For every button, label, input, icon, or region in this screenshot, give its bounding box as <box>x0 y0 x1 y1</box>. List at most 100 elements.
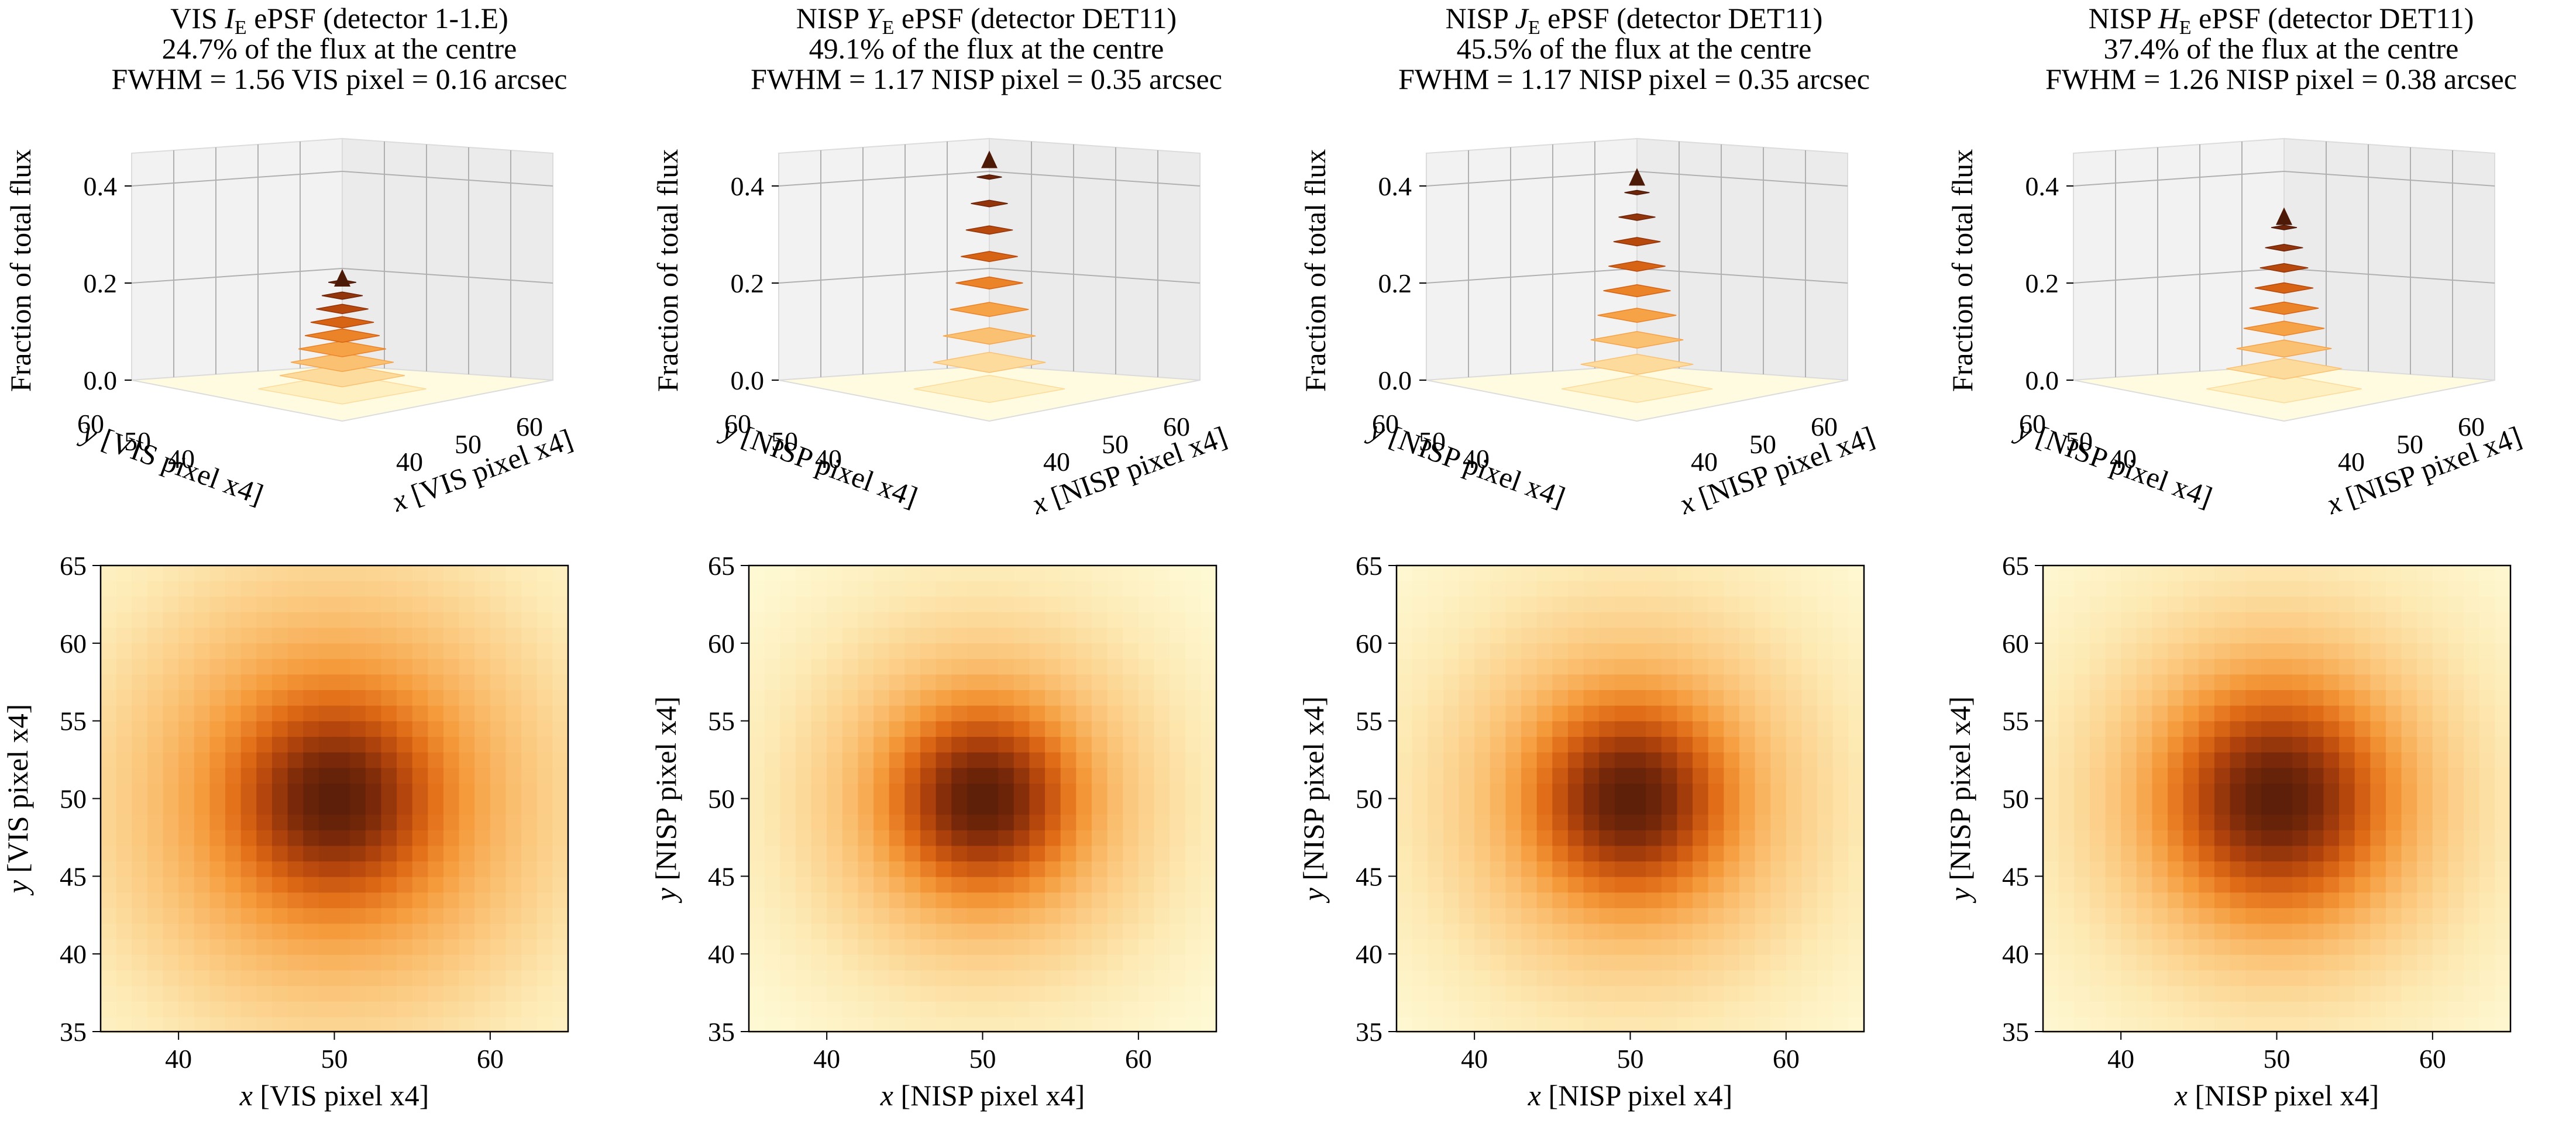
title-band-sub: E <box>1528 17 1540 39</box>
x-tick-label: 40 <box>2107 1044 2134 1074</box>
y-tick-label: 35 <box>708 1017 735 1047</box>
y-tick-label: 65 <box>1356 551 1382 581</box>
title-rest: ePSF (detector DET11) <box>1540 2 1823 35</box>
y-axis-label: y [NISP pixel x4] <box>1944 697 1976 904</box>
y-tick-label: 40 <box>168 444 195 474</box>
y-tick-label: 40 <box>2002 939 2029 969</box>
x-axis-label: x [VIS pixel x4] <box>239 1079 429 1112</box>
y-tick-label: 50 <box>708 784 735 814</box>
x-axis-label: x [NISP pixel x4] <box>880 1079 1085 1112</box>
title-rest: ePSF (detector DET11) <box>894 2 1177 35</box>
pane-gridline <box>2073 171 2285 187</box>
x-axis-label: x [NISP pixel x4] <box>2174 1079 2379 1112</box>
title-instrument: NISP <box>796 2 859 35</box>
panel-title: NISP JE ePSF (detector DET11) <box>1446 2 1823 39</box>
y-tick-label: 50 <box>771 426 798 456</box>
y-tick-label: 35 <box>1356 1017 1382 1047</box>
surface-peak <box>981 150 998 168</box>
y-tick-label: 60 <box>1356 629 1382 658</box>
surface-peak <box>334 268 350 287</box>
pane-gridline <box>2073 268 2285 284</box>
x-tick-label: 60 <box>2419 1044 2446 1074</box>
y-tick-label: 45 <box>60 861 87 891</box>
x-axis-unit: [NISP pixel x4] <box>2188 1079 2379 1112</box>
panel-title: NISP HE ePSF (detector DET11) <box>2089 2 2474 39</box>
back-pane-left <box>778 137 990 381</box>
x-axis-var: x <box>880 1079 893 1112</box>
surface-panel-2: NISP YE ePSF (detector DET11)49.1% of th… <box>651 2 1231 520</box>
surface-band <box>298 340 386 357</box>
y-axis-var: y <box>1297 887 1330 904</box>
pane-gridline <box>131 171 343 187</box>
title-instrument: VIS <box>170 2 218 35</box>
x-tick-label: 50 <box>2396 429 2423 459</box>
back-pane-right <box>342 137 553 381</box>
x-tick-label: 40 <box>1691 447 1718 477</box>
y-tick-label: 50 <box>60 784 87 814</box>
x-tick-label: 60 <box>1773 1044 1800 1074</box>
y-axis-label: y [NISP pixel x4] <box>1297 697 1330 904</box>
y-tick-label: 45 <box>1356 861 1382 891</box>
y-tick-label: 55 <box>1356 706 1382 736</box>
surface-panel-4: NISP HE ePSF (detector DET11)37.4% of th… <box>1946 2 2526 520</box>
z-tick-label: 0.0 <box>2025 366 2059 395</box>
z-tick-label: 0.4 <box>1378 171 1412 201</box>
pane-gridline <box>989 268 1201 284</box>
surface-band <box>913 375 1065 403</box>
pane-gridline <box>1426 268 1638 284</box>
y-tick-label: 45 <box>708 861 735 891</box>
x-tick-label: 40 <box>2338 447 2365 477</box>
surface-band <box>1618 213 1656 221</box>
panel-subtitle-fwhm: FWHM = 1.26 NISP pixel = 0.38 arcsec <box>2045 63 2517 95</box>
y-tick-label: 50 <box>2066 426 2093 456</box>
surface-band <box>1603 284 1671 298</box>
surface-band <box>2243 320 2325 336</box>
z-tick-label: 0.0 <box>731 366 765 395</box>
y-axis-label: y [NISP pixel x4] <box>649 697 682 904</box>
y-tick-label: 60 <box>708 629 735 658</box>
x-axis-unit: [NISP pixel x4] <box>893 1079 1085 1112</box>
panel-subtitle-flux: 37.4% of the flux at the centre <box>2104 32 2459 65</box>
y-tick-label: 35 <box>2002 1017 2029 1047</box>
surface-band <box>965 225 1013 235</box>
x-axis-var: x <box>1528 1079 1541 1112</box>
surface-band <box>955 276 1023 289</box>
panel-subtitle-flux: 49.1% of the flux at the centre <box>809 32 1164 65</box>
x-tick-label: 60 <box>1125 1044 1152 1074</box>
surface-peak <box>2276 207 2292 225</box>
z-tick-label: 0.4 <box>2025 171 2059 201</box>
pane-gridline <box>778 268 990 284</box>
y-tick-label: 40 <box>815 444 842 474</box>
z-tick-label: 0.0 <box>1378 366 1412 395</box>
y-tick-label: 40 <box>708 939 735 969</box>
y-axis-unit: [NISP pixel x4] <box>1378 418 1570 514</box>
y-tick-label: 40 <box>60 939 87 969</box>
y-tick-label: 65 <box>2002 551 2029 581</box>
back-pane-right <box>2283 137 2495 381</box>
panel-title: NISP YE ePSF (detector DET11) <box>796 2 1177 39</box>
y-axis-unit: [NISP pixel x4] <box>731 418 922 514</box>
title-band: Y <box>866 2 885 35</box>
y-axis-unit: [VIS pixel x4] <box>1 704 34 880</box>
y-axis-var: y <box>1 880 34 896</box>
pane-gridline <box>342 171 553 187</box>
title-band-sub: E <box>2179 17 2192 39</box>
z-axis-label: Fraction of total flux <box>1299 149 1332 392</box>
y-tick-label: 65 <box>708 551 735 581</box>
title-band-sub: E <box>235 17 247 39</box>
z-tick-label: 0.4 <box>731 171 765 201</box>
pane-gridline <box>2283 171 2495 187</box>
surface-band <box>1580 353 1694 375</box>
y-tick-label: 50 <box>2002 784 2029 814</box>
z-axis-label: Fraction of total flux <box>651 149 684 392</box>
y-tick-label: 35 <box>60 1017 87 1047</box>
back-pane-left <box>131 137 343 381</box>
surface-band <box>305 328 380 343</box>
surface-band <box>1590 331 1684 349</box>
y-tick-label: 60 <box>1372 409 1399 439</box>
y-axis-label: y [VIS pixel x4] <box>1 704 34 897</box>
x-tick-label: 50 <box>1749 429 1776 459</box>
x-axis-unit: [VIS pixel x4] <box>253 1079 429 1112</box>
y-tick-label: 40 <box>1356 939 1382 969</box>
